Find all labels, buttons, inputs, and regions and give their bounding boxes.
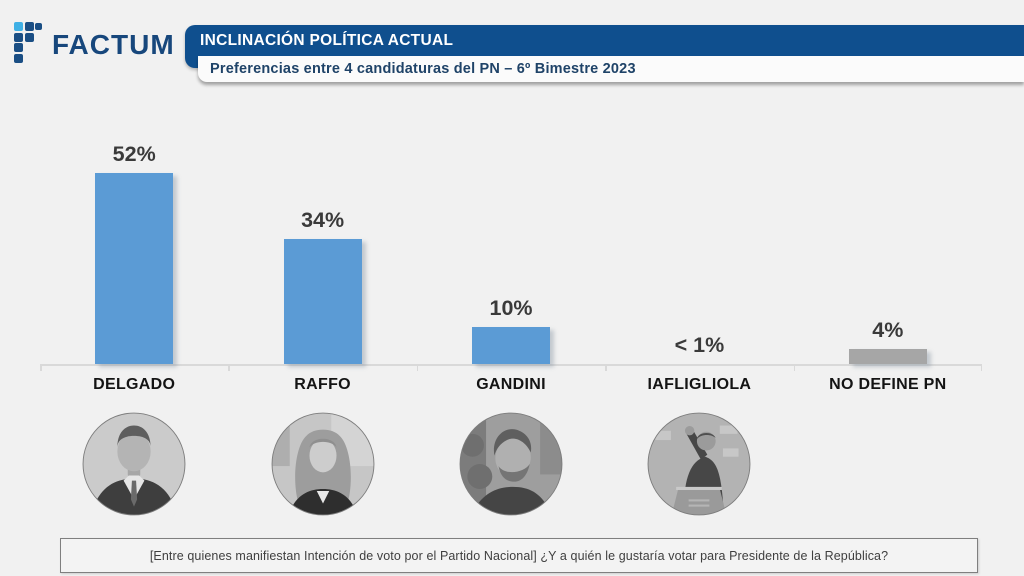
candidate-photo-delgado-portrait — [82, 412, 186, 516]
bar-value-label: 34% — [301, 208, 345, 232]
bar-column-iafligliola: < 1% IAFLIGLIOLA — [605, 110, 793, 540]
logo-tile — [24, 32, 34, 42]
bar-value-label: < 1% — [674, 333, 725, 357]
bar — [95, 173, 174, 364]
bar — [283, 239, 362, 364]
footnote-text: [Entre quienes manifiestan Intención de … — [149, 548, 889, 563]
logo-tile — [14, 53, 23, 63]
category-label: RAFFO — [294, 376, 351, 393]
axis-tick — [605, 364, 607, 371]
candidate-photo-raffo-portrait — [271, 412, 375, 516]
bar-value-label: 4% — [872, 318, 904, 342]
brand-name: FACTUM — [52, 29, 175, 60]
logo-tile — [35, 23, 42, 30]
candidate-photo-iafligliola-portrait — [647, 412, 751, 516]
axis-tick — [416, 364, 419, 371]
bar-column-delgado: 52% DELGADO — [40, 110, 228, 540]
bar — [848, 349, 927, 364]
factum-logo-icon — [14, 22, 46, 64]
x-axis-line — [40, 364, 982, 366]
factum-logo: FACTUM — [14, 22, 175, 66]
axis-tick — [793, 364, 796, 371]
chart-subtitle: Preferencias entre 4 candidaturas del PN… — [210, 61, 636, 77]
page-title: INCLINACIÓN POLÍTICA ACTUAL — [200, 32, 454, 49]
bar-value-label: 52% — [112, 142, 156, 166]
bar-chart: 52% DELGADO 34% RAFFO 10% GANDINI — [40, 110, 982, 540]
logo-tile — [14, 22, 23, 31]
category-label: IAFLIGLIOLA — [647, 376, 752, 393]
logo-tile — [14, 43, 23, 52]
subtitle-bar: Preferencias entre 4 candidaturas del PN… — [198, 56, 1024, 82]
bar-column-no-define-pn: 4% NO DEFINE PN — [794, 110, 982, 540]
axis-tick — [40, 364, 42, 371]
bar-column-raffo: 34% RAFFO — [228, 110, 416, 540]
axis-tick — [980, 364, 982, 371]
bar-value-label: 10% — [489, 296, 533, 320]
logo-tile — [24, 22, 34, 31]
bar — [472, 327, 551, 364]
category-label: DELGADO — [93, 376, 176, 393]
axis-tick — [228, 364, 230, 371]
logo-tile — [14, 32, 23, 42]
bar-columns: 52% DELGADO 34% RAFFO 10% GANDINI — [40, 110, 982, 540]
footnote-box: [Entre quienes manifiestan Intención de … — [60, 538, 978, 573]
candidate-photo-gandini-portrait — [459, 412, 563, 516]
category-label: NO DEFINE PN — [829, 376, 947, 393]
bar-column-gandini: 10% GANDINI — [417, 110, 605, 540]
category-label: GANDINI — [476, 376, 546, 393]
